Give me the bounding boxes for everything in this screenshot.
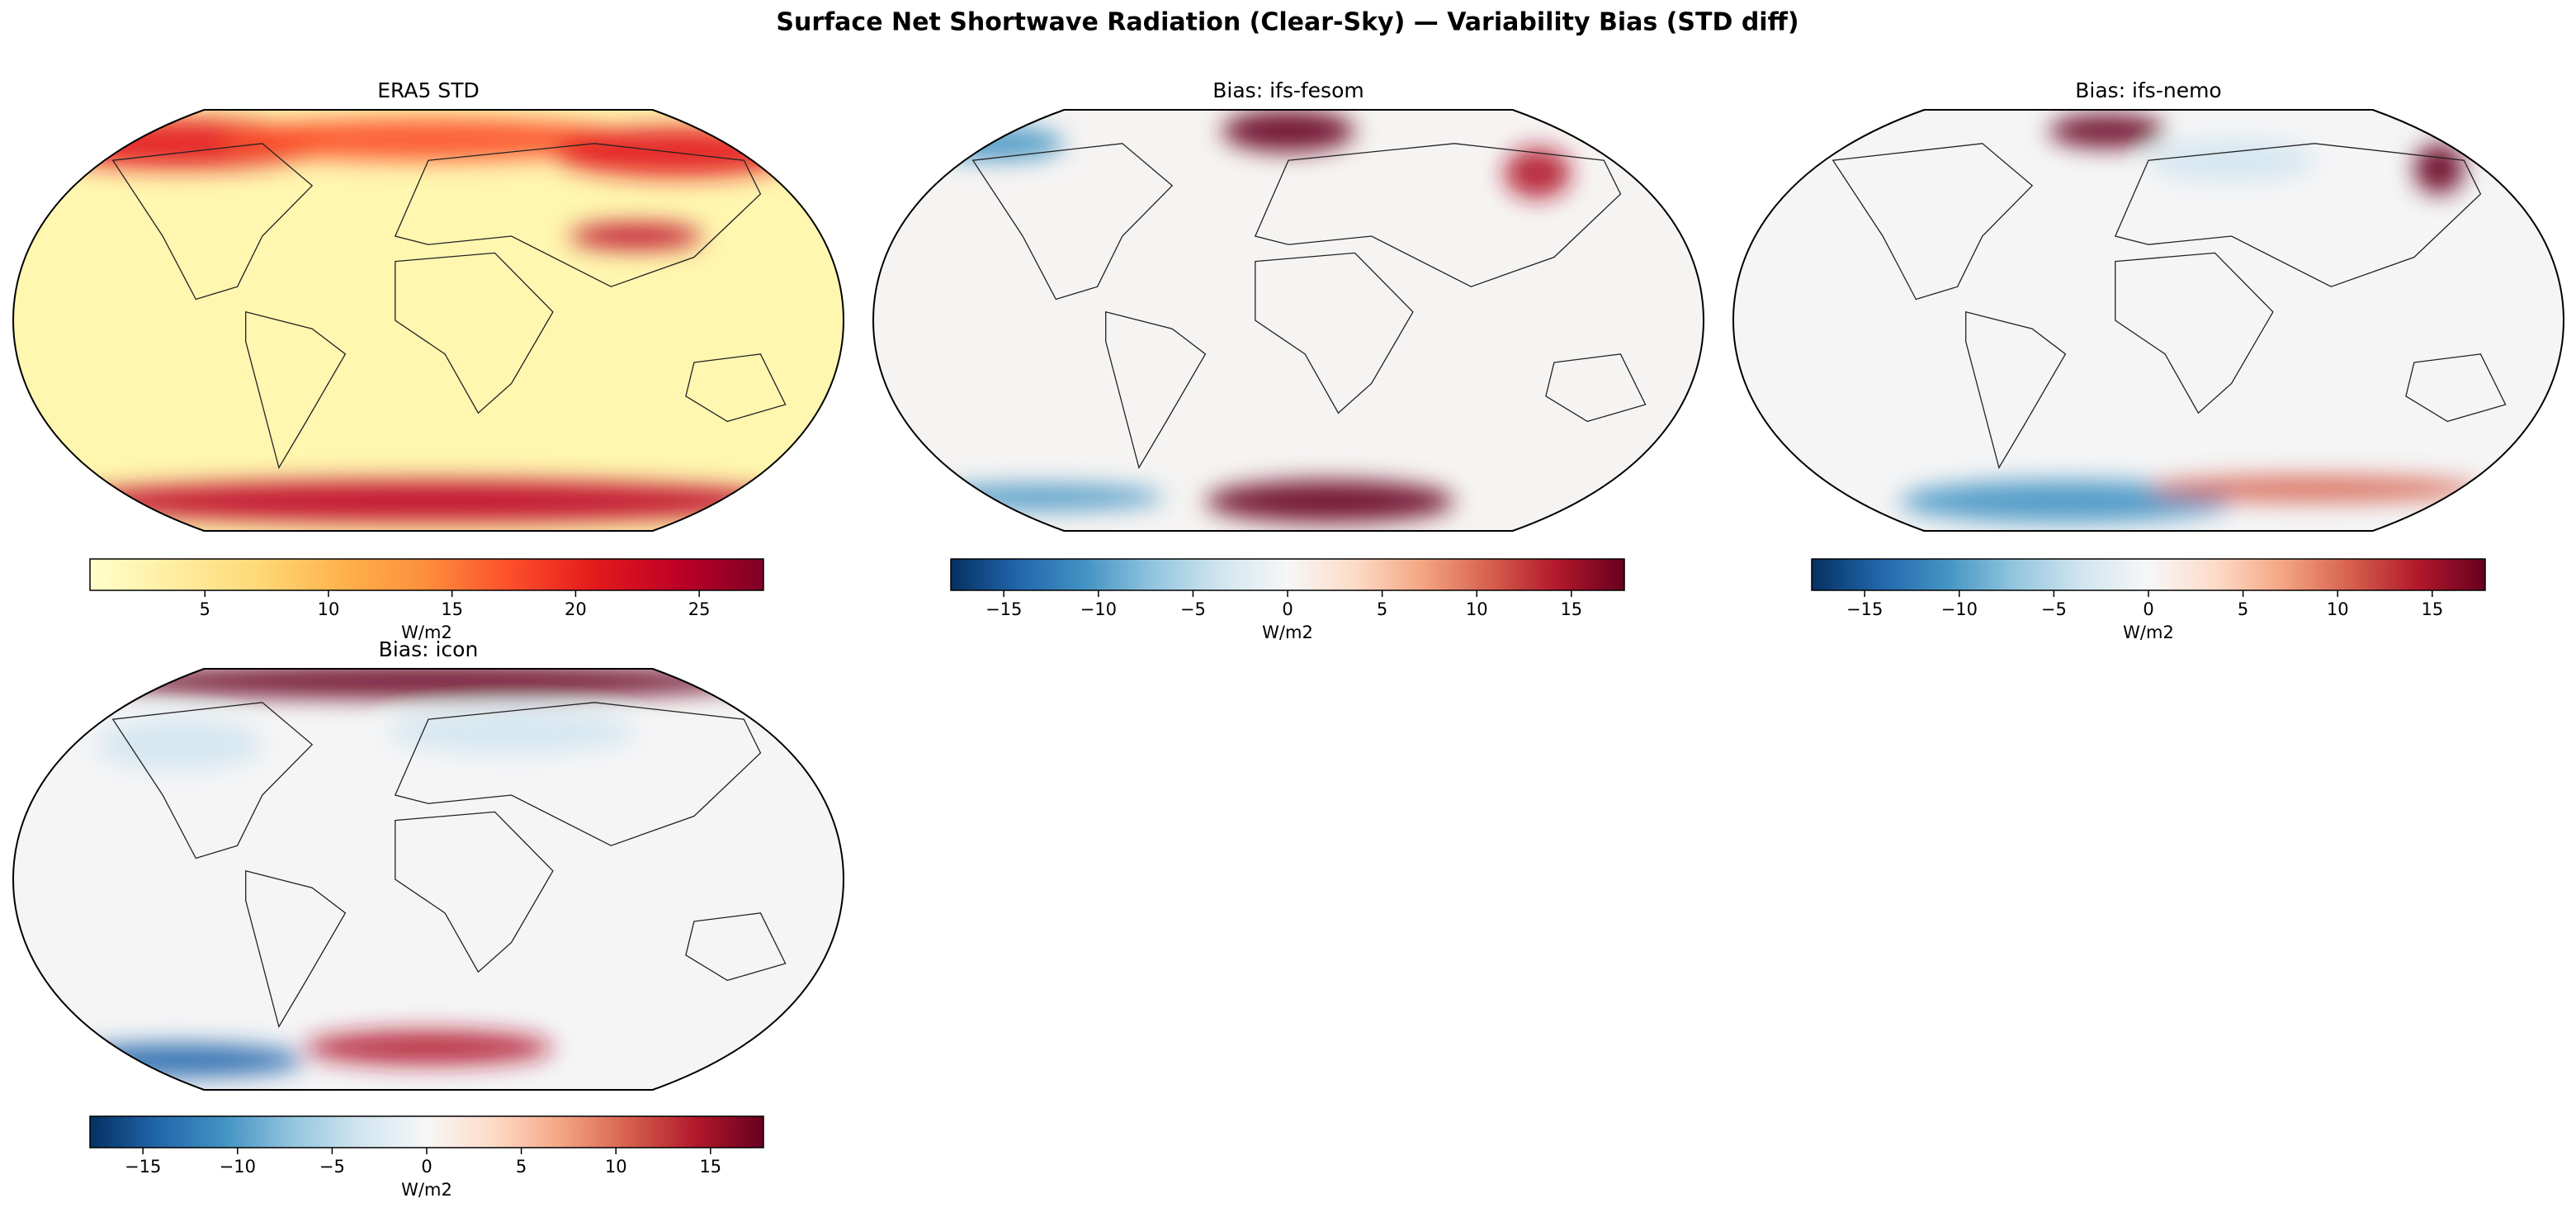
colorbar-tick-label: −10 bbox=[220, 1157, 256, 1177]
coastline bbox=[1254, 143, 1622, 287]
colorbar-tick-label: 5 bbox=[1377, 599, 1387, 619]
colorbar-tick-label: −5 bbox=[1180, 599, 1206, 619]
colorbar-tick-label: 10 bbox=[318, 599, 340, 619]
map-pattern bbox=[2049, 114, 2166, 148]
map-pattern bbox=[1504, 147, 1572, 199]
colorbar-tick-label: 15 bbox=[441, 599, 463, 619]
map-background bbox=[873, 110, 1704, 531]
coastline bbox=[685, 353, 787, 423]
coastline bbox=[1965, 310, 2067, 470]
colorbar-tick-label: −10 bbox=[1941, 599, 1978, 619]
panel-title: Bias: ifs-fesom bbox=[1212, 78, 1364, 102]
map-field bbox=[13, 110, 844, 531]
coastline bbox=[395, 811, 554, 973]
map-outline bbox=[1732, 109, 2565, 532]
map-pattern bbox=[96, 669, 761, 698]
map-pattern bbox=[2148, 139, 2315, 182]
colorbar bbox=[89, 1115, 764, 1148]
colorbar bbox=[950, 558, 1625, 591]
map-pattern bbox=[386, 711, 636, 753]
map-pattern bbox=[570, 223, 702, 249]
map-background bbox=[13, 110, 844, 531]
colorbar-tick-label: −15 bbox=[1846, 599, 1883, 619]
colorbar-tick-label: 0 bbox=[421, 1157, 432, 1177]
coastline bbox=[1255, 252, 1414, 414]
map-field bbox=[1733, 110, 2564, 531]
colorbar bbox=[1811, 558, 2486, 591]
colorbar-label: W/m2 bbox=[2123, 623, 2174, 642]
map-pattern bbox=[915, 484, 1165, 510]
colorbar-tick-label: 10 bbox=[1466, 599, 1488, 619]
colorbar-tick-label: 10 bbox=[605, 1157, 627, 1177]
coastline bbox=[1105, 310, 1207, 470]
colorbar-tick-label: 0 bbox=[2143, 599, 2153, 619]
coastline bbox=[394, 702, 762, 846]
coastline bbox=[685, 912, 787, 982]
colorbar-tick-label: 15 bbox=[2421, 599, 2443, 619]
colorbar-tick-label: −5 bbox=[2041, 599, 2067, 619]
colorbar-tick-label: 0 bbox=[1282, 599, 1293, 619]
map-pattern bbox=[54, 1043, 305, 1077]
map-blobs bbox=[1899, 114, 2481, 523]
colorbar-tick-label: 15 bbox=[1560, 599, 1582, 619]
coastline bbox=[971, 143, 1174, 301]
coastline bbox=[394, 143, 762, 287]
coastline bbox=[395, 252, 554, 414]
map-blobs bbox=[915, 110, 1572, 523]
map-outline bbox=[872, 109, 1705, 532]
panel-title: Bias: ifs-nemo bbox=[2075, 78, 2221, 102]
colorbar-tick-label: −5 bbox=[319, 1157, 345, 1177]
map-outline bbox=[12, 668, 845, 1091]
map-pattern bbox=[2148, 476, 2481, 502]
colorbar-tick-label: 5 bbox=[516, 1157, 527, 1177]
colorbar-tick-label: 20 bbox=[565, 599, 587, 619]
colorbar-tick-label: 5 bbox=[2238, 599, 2248, 619]
coastline bbox=[1832, 143, 2034, 301]
map-pattern bbox=[1205, 480, 1455, 523]
map-pattern bbox=[931, 126, 1065, 161]
colorbar-label: W/m2 bbox=[1262, 623, 1313, 642]
map-field bbox=[13, 669, 844, 1090]
figure-title: Surface Net Shortwave Radiation (Clear-S… bbox=[776, 8, 1798, 37]
colorbar bbox=[89, 558, 764, 591]
colorbar-tick-label: −15 bbox=[985, 599, 1022, 619]
coastline bbox=[111, 143, 314, 301]
coastline bbox=[2114, 143, 2482, 287]
colorbar-tick-label: 15 bbox=[699, 1157, 721, 1177]
coastline bbox=[245, 310, 347, 470]
coastline bbox=[245, 869, 347, 1029]
map-pattern bbox=[2413, 143, 2465, 194]
coastline bbox=[111, 702, 314, 859]
map-pattern bbox=[304, 1030, 553, 1065]
colorbar-tick-label: 25 bbox=[688, 599, 711, 619]
colorbar-tick-label: −15 bbox=[125, 1157, 161, 1177]
map-pattern bbox=[1899, 480, 2232, 523]
colorbar-tick-label: −10 bbox=[1080, 599, 1117, 619]
map-pattern bbox=[1222, 110, 1355, 152]
coastline bbox=[1545, 353, 1647, 423]
map-outline bbox=[12, 109, 845, 532]
colorbar-label: W/m2 bbox=[401, 1180, 452, 1200]
colorbar-tick-label: 10 bbox=[2327, 599, 2349, 619]
panel-title: Bias: icon bbox=[379, 637, 479, 661]
coastline bbox=[2405, 353, 2507, 423]
map-field bbox=[873, 110, 1704, 531]
map-pattern bbox=[96, 719, 262, 770]
colorbar-label: W/m2 bbox=[401, 623, 452, 642]
map-pattern bbox=[54, 480, 802, 523]
panel-title: ERA5 STD bbox=[377, 78, 480, 102]
coastline bbox=[2115, 252, 2274, 414]
colorbar-tick-label: 5 bbox=[200, 599, 210, 619]
